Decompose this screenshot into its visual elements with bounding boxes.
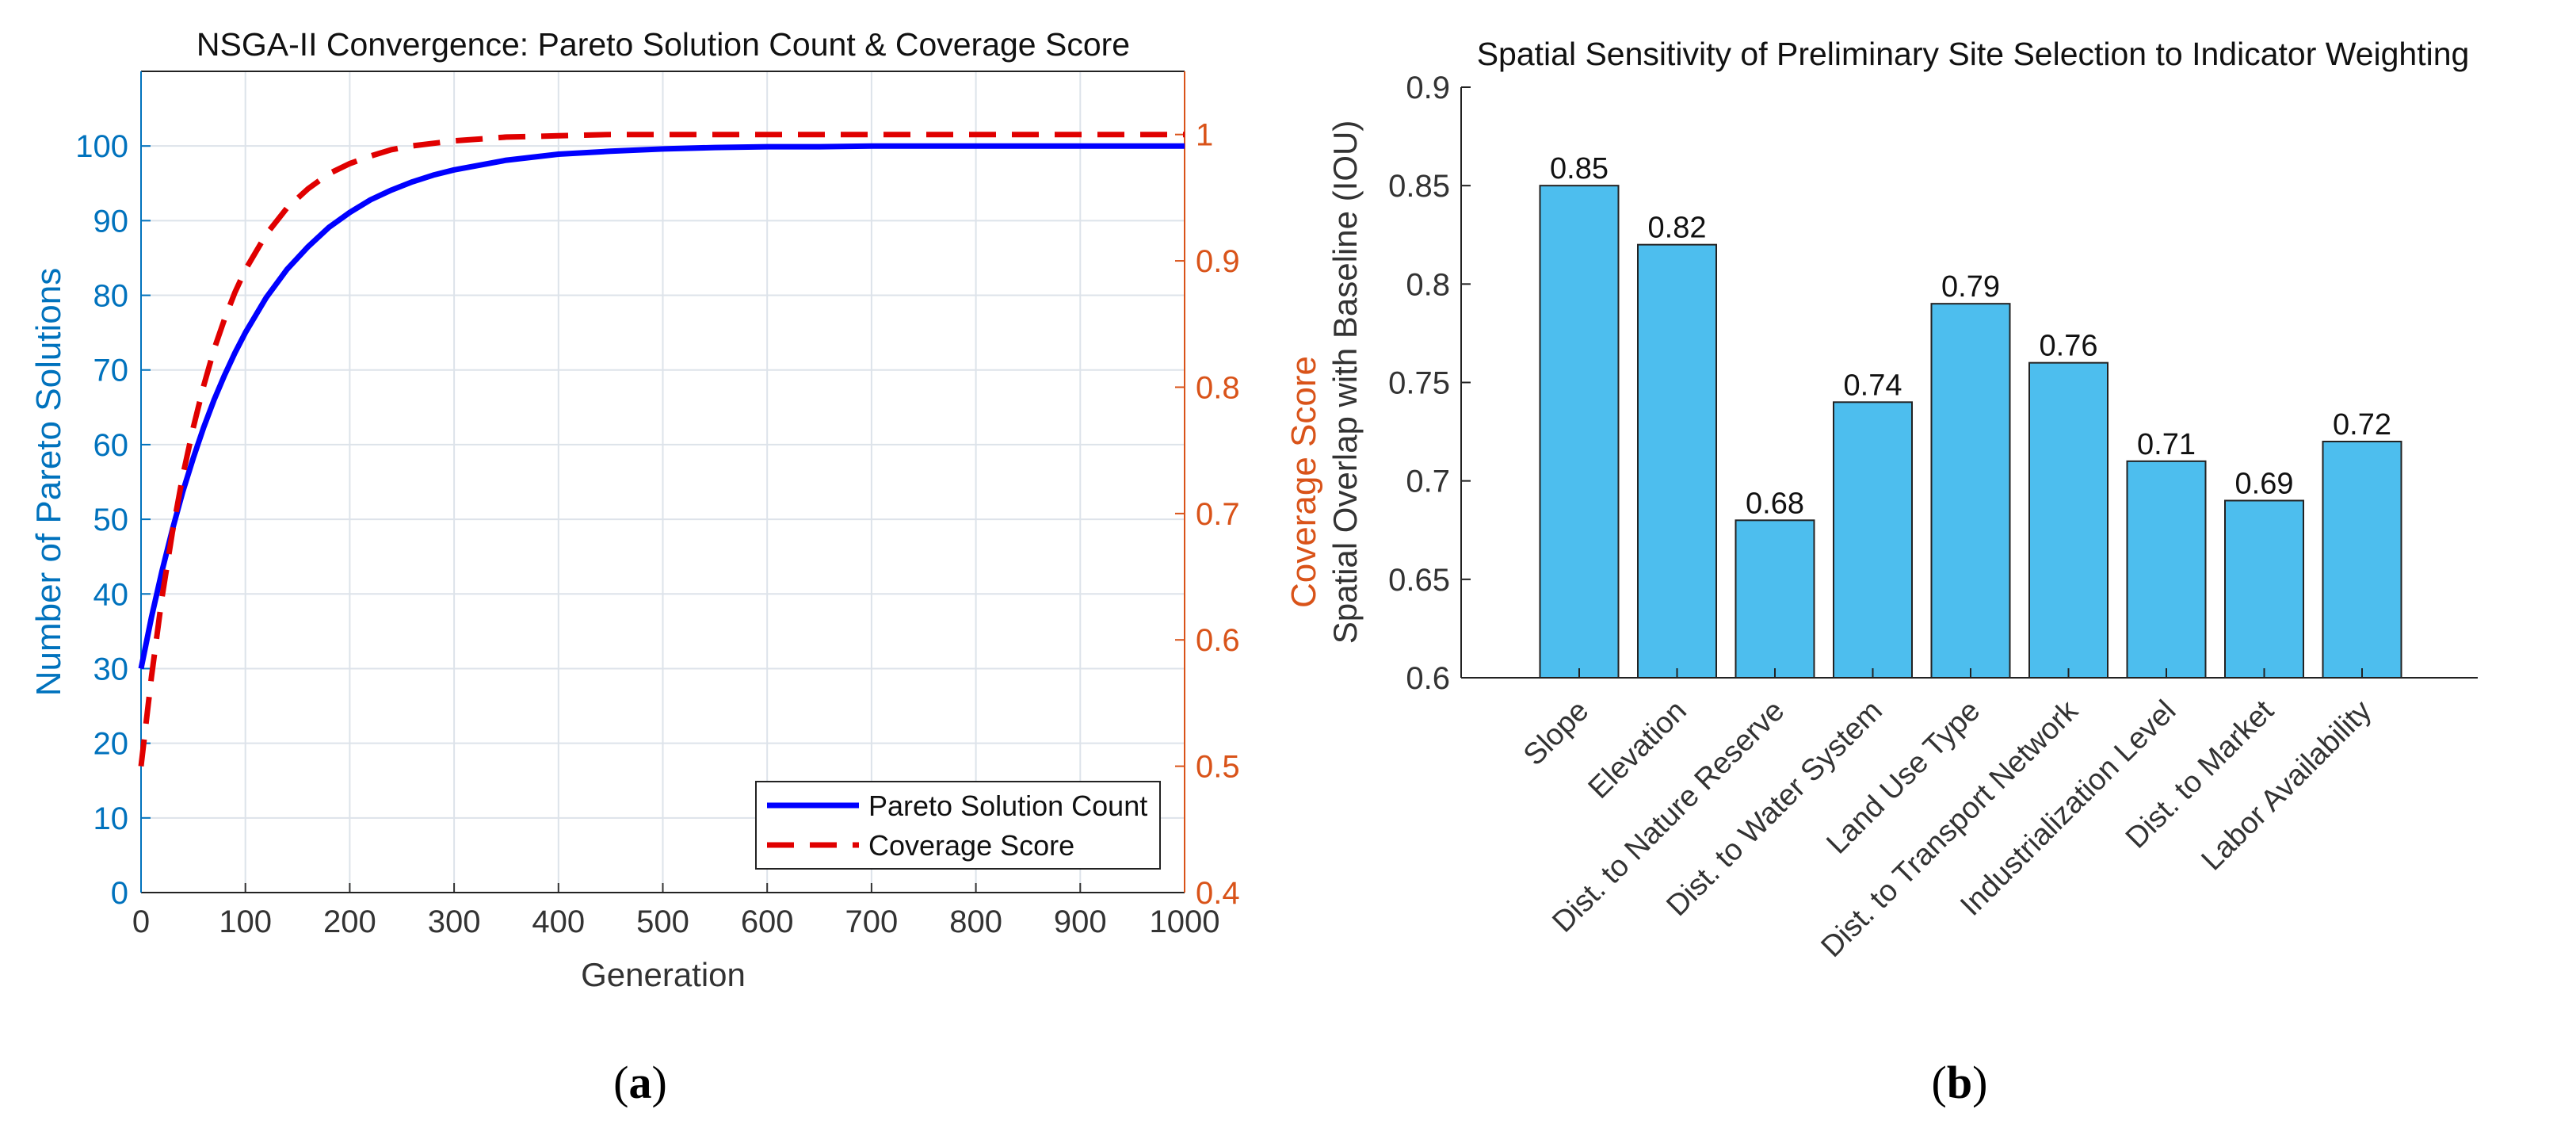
- x-tick-label: 100: [219, 904, 272, 939]
- x-tick-label: 800: [949, 904, 1002, 939]
- y-right-tick-label: 0.8: [1196, 370, 1240, 405]
- x-tick-label: 900: [1054, 904, 1107, 939]
- x-tick-label: 0: [132, 904, 150, 939]
- y-left-tick-label: 80: [93, 279, 129, 314]
- legend-box: [755, 781, 1161, 870]
- sensitivity-bar-chart: Spatial Sensitivity of Preliminary Site …: [1326, 36, 2478, 964]
- y-left-tick-label: 10: [93, 801, 129, 836]
- y-right-tick-label: 1: [1196, 118, 1213, 153]
- bar-value-label: 0.79: [1941, 270, 2000, 304]
- chart-b-title: Spatial Sensitivity of Preliminary Site …: [1477, 36, 2470, 72]
- bar: [1735, 519, 1815, 679]
- y-left-tick-label: 60: [93, 428, 129, 463]
- convergence-chart: NSGA-II Convergence: Pareto Solution Cou…: [29, 26, 1323, 993]
- bar: [2322, 441, 2402, 679]
- x-tick-label: 200: [323, 904, 376, 939]
- x-tick-label: Slope: [1517, 694, 1595, 772]
- bar-value-label: 0.76: [2040, 330, 2098, 363]
- x-tick-label: 1000: [1150, 904, 1220, 939]
- y-left-tick-label: 30: [93, 652, 129, 686]
- y-left-tick-label: 100: [75, 129, 128, 164]
- x-tick-label: Labor Availability: [2196, 694, 2379, 878]
- bar: [1930, 303, 2011, 679]
- y-left-tick-label: 90: [93, 204, 129, 239]
- y-left-tick-label: 20: [93, 727, 129, 762]
- bar-value-label: 0.74: [1844, 369, 1902, 402]
- legend-pareto-label: Pareto Solution Count: [868, 790, 1147, 822]
- y-tick-label: 0.8: [1406, 267, 1450, 302]
- y-right-tick-label: 0.5: [1196, 750, 1240, 785]
- pareto-count-line: [138, 143, 1185, 670]
- x-tick-label: 300: [428, 904, 481, 939]
- y-right-tick-label: 0.6: [1196, 623, 1240, 658]
- chart-a-title: NSGA-II Convergence: Pareto Solution Cou…: [197, 26, 1130, 63]
- y-left-tick-label: 40: [93, 577, 129, 612]
- y-tick-label: 0.65: [1388, 563, 1450, 598]
- bar: [1637, 243, 1717, 679]
- bar-value-label: 0.85: [1550, 152, 1609, 185]
- bar: [2224, 499, 2304, 679]
- bar-value-label: 0.69: [2235, 468, 2294, 501]
- legend-coverage-label: Coverage Score: [868, 829, 1074, 862]
- bar: [1539, 185, 1620, 679]
- y-right-tick-label: 0.4: [1196, 876, 1240, 911]
- bar-value-label: 0.72: [2333, 408, 2391, 442]
- bar-value-label: 0.68: [1746, 487, 1804, 520]
- caption-b: (b): [1932, 1057, 1988, 1108]
- caption-a-letter: a: [629, 1057, 652, 1108]
- y-tick-label: 0.9: [1406, 71, 1450, 105]
- y-tick-label: 0.7: [1406, 465, 1450, 499]
- caption-a: (a): [613, 1057, 667, 1108]
- chart-a-ylabel-left: Number of Pareto Solutions: [29, 268, 68, 697]
- bar-value-label: 0.71: [2137, 428, 2196, 461]
- chart-a-xlabel: Generation: [581, 956, 746, 993]
- x-tick-label: 400: [532, 904, 585, 939]
- y-tick-label: 0.75: [1388, 366, 1450, 401]
- bar: [1833, 401, 1913, 679]
- x-tick-label: 700: [845, 904, 899, 939]
- y-left-tick-label: 50: [93, 503, 129, 537]
- y-left-tick-label: 0: [111, 876, 128, 911]
- x-tick-label: 600: [741, 904, 794, 939]
- caption-b-letter: b: [1947, 1057, 1972, 1108]
- chart-a-ylabel-right: Coverage Score: [1284, 356, 1323, 608]
- y-right-tick-label: 0.9: [1196, 244, 1240, 279]
- coverage-score-line: [138, 132, 1185, 767]
- y-tick-label: 0.6: [1406, 661, 1450, 696]
- bar: [2126, 460, 2207, 679]
- y-left-tick-label: 70: [93, 354, 129, 388]
- y-tick-label: 0.85: [1388, 169, 1450, 204]
- x-tick-label: 500: [636, 904, 689, 939]
- bar: [2028, 361, 2109, 679]
- chart-b-ylabel: Spatial Overlap with Baseline (IOU): [1326, 120, 1364, 644]
- y-right-tick-label: 0.7: [1196, 497, 1240, 532]
- bar-value-label: 0.82: [1648, 212, 1707, 245]
